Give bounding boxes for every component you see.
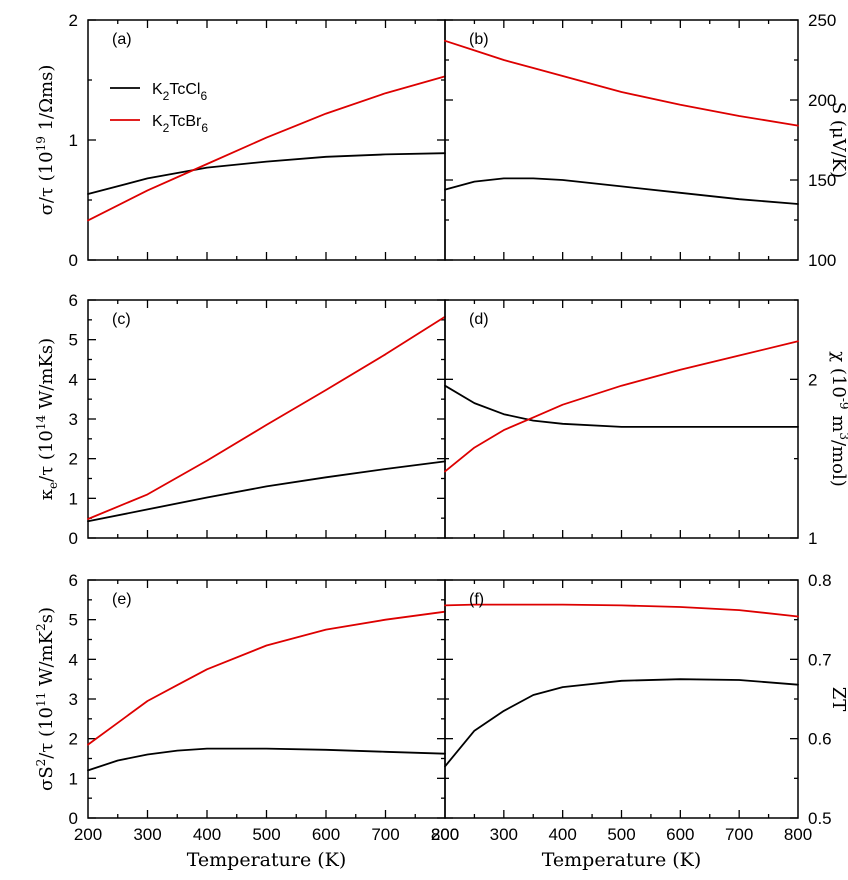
- panel-d: 1 2 (d) χ (10-9 m3/mol): [444, 299, 848, 548]
- y-tick-label: 150: [808, 171, 836, 190]
- series-line-K2TcBr6: [444, 39, 799, 127]
- y-tick-label: 2: [69, 730, 78, 749]
- y-tick-label: 1: [69, 769, 78, 788]
- panel-b: 100 150 200 250 (b) S (μV/K): [444, 11, 848, 270]
- series-line-K2TcBr6: [87, 610, 446, 746]
- legend-label: K2TcCl6: [152, 81, 207, 103]
- y-tick-label: 4: [69, 650, 78, 669]
- panel-label: (d): [469, 311, 489, 328]
- series-line-K2TcCl6: [444, 678, 799, 768]
- y-tick-label: 4: [69, 370, 78, 389]
- y-tick-label: 100: [808, 251, 836, 270]
- y-tick-label: 2: [69, 11, 78, 30]
- panel-label: (b): [469, 31, 489, 48]
- x-tick-label: 400: [548, 825, 576, 844]
- x-tick-label: 400: [193, 825, 221, 844]
- x-tick-label: 500: [607, 825, 635, 844]
- x-tick-label: 200: [74, 825, 102, 844]
- panel-f: 0.5 0.6 0.7 0.8 200 300 400 500 600 700 800 Tempera…: [431, 571, 848, 871]
- y-axis-label: χ (10-9 m3/mol): [828, 351, 848, 486]
- x-tick-label: 300: [490, 825, 518, 844]
- series-line-K2TcBr6: [444, 340, 799, 473]
- y-tick-label: 250: [808, 11, 836, 30]
- series-line-K2TcCl6: [87, 460, 446, 523]
- series-line-K2TcCl6: [444, 384, 799, 428]
- x-tick-label: 300: [133, 825, 161, 844]
- y-tick-label: 0: [69, 809, 78, 828]
- y-tick-label: 200: [808, 91, 836, 110]
- x-axis-label: Temperature (K): [187, 849, 347, 871]
- series-line-K2TcBr6: [87, 75, 446, 222]
- y-tick-label: 0.8: [808, 571, 832, 590]
- y-tick-label: 3: [69, 410, 78, 429]
- y-tick-label: 0: [69, 251, 78, 270]
- y-tick-label: 1: [69, 131, 78, 150]
- y-tick-label: 3: [69, 690, 78, 709]
- x-tick-label: 800: [431, 825, 459, 844]
- x-tick-label: 700: [371, 825, 399, 844]
- series-line-K2TcCl6: [444, 177, 799, 205]
- y-tick-label: 0.5: [808, 809, 832, 828]
- series-line-K2TcBr6: [444, 603, 799, 618]
- panel-e: 0 1 2 3 4 5 6 200 300 400 500 600 700 800 Temperature …: [34, 571, 459, 871]
- y-tick-label: 5: [69, 611, 78, 630]
- y-tick-label: 1: [808, 529, 817, 548]
- x-tick-label: 700: [725, 825, 753, 844]
- panel-a: 0 1 2 (a) σ/τ (1019 1/Ωms): [34, 11, 446, 270]
- y-tick-label: 1: [69, 489, 78, 508]
- y-tick-label: 6: [69, 291, 78, 310]
- x-tick-label: 800: [784, 825, 812, 844]
- panel-label: (e): [112, 591, 132, 608]
- plot-frame: [87, 19, 446, 261]
- y-tick-label: 0.7: [808, 650, 832, 669]
- panel-c: 0 1 2 3 4 5 6 (c) κe/τ (1014 W/mKs): [34, 291, 446, 548]
- y-axis-label: ZT: [828, 687, 848, 712]
- legend: K2TcCl6 K2TcBr6: [110, 81, 208, 135]
- y-axis-label: σS2/τ (1011 W/mK2s): [34, 607, 57, 791]
- x-tick-label: 600: [312, 825, 340, 844]
- plot-frame: [444, 579, 799, 819]
- legend-label: K2TcBr6: [152, 113, 208, 135]
- x-axis-label: Temperature (K): [542, 849, 702, 871]
- y-tick-label: 2: [808, 370, 817, 389]
- panel-label: (a): [112, 31, 132, 48]
- series-line-K2TcCl6: [87, 747, 446, 772]
- y-tick-label: 0.6: [808, 730, 832, 749]
- x-tick-label: 600: [666, 825, 694, 844]
- plot-frame: [444, 19, 799, 261]
- y-tick-label: 2: [69, 450, 78, 469]
- series-line-K2TcCl6: [87, 152, 446, 195]
- series-line-K2TcBr6: [87, 315, 446, 520]
- y-axis-label: S (μV/K): [828, 102, 848, 178]
- y-axis-label: σ/τ (1019 1/Ωms): [34, 65, 57, 216]
- plot-frame: [87, 579, 446, 819]
- y-tick-label: 0: [69, 529, 78, 548]
- x-tick-label: 500: [252, 825, 280, 844]
- y-axis-label: κe/τ (1014 W/mKs): [34, 338, 60, 500]
- plot-frame: [87, 299, 446, 539]
- x-tick-label: 200: [431, 825, 459, 844]
- plot-frame: [444, 299, 799, 539]
- panel-label: (f): [469, 591, 484, 608]
- y-tick-label: 6: [69, 571, 78, 590]
- panel-label: (c): [112, 311, 131, 328]
- y-tick-label: 5: [69, 331, 78, 350]
